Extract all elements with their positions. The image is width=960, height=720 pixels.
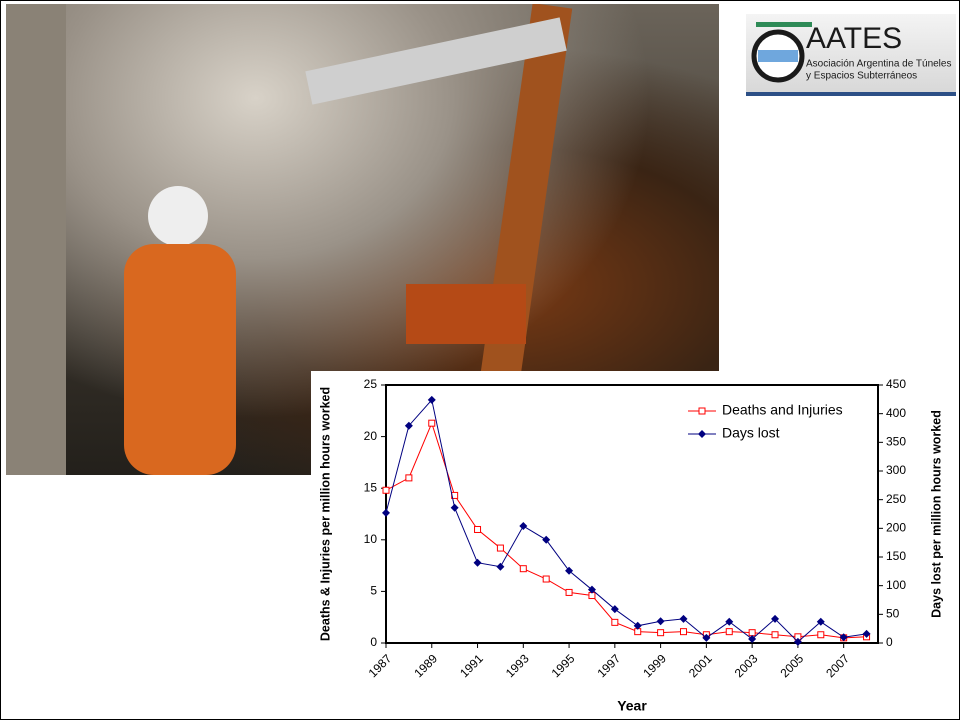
logo-subtitle: y Espacios Subterráneos <box>806 71 917 82</box>
y-axis-label: Deaths & Injuries per million hours work… <box>318 387 332 641</box>
y-tick-label: 15 <box>364 480 378 494</box>
tunnel-wall <box>6 4 66 475</box>
point <box>658 630 664 636</box>
point <box>475 526 481 532</box>
y-tick-label: 5 <box>370 584 377 598</box>
legend-marker <box>699 408 705 414</box>
helmet <box>148 186 208 246</box>
y2-tick-label: 150 <box>886 549 906 563</box>
y2-tick-label: 50 <box>886 607 900 621</box>
x-axis-label: Year <box>617 698 647 714</box>
slide: AATES Asociación Argentina de Túneles y … <box>0 0 960 720</box>
point <box>383 487 389 493</box>
legend-label: Deaths and Injuries <box>722 402 843 418</box>
y2-axis-label: Days lost per million hours worked <box>929 410 943 618</box>
y2-tick-label: 300 <box>886 463 906 477</box>
point <box>749 630 755 636</box>
y2-tick-label: 350 <box>886 435 906 449</box>
point <box>566 589 572 595</box>
y2-tick-label: 450 <box>886 377 906 391</box>
chart: 0510152025050100150200250300350400450198… <box>311 371 959 719</box>
point <box>680 629 686 635</box>
y2-tick-label: 250 <box>886 492 906 506</box>
logo-art: AATES Asociación Argentina de Túneles y … <box>746 14 956 92</box>
logo-name: AATES <box>806 22 902 55</box>
worker <box>124 244 236 475</box>
y-tick-label: 25 <box>364 377 378 391</box>
point <box>543 576 549 582</box>
y-tick-label: 20 <box>364 429 378 443</box>
point <box>406 475 412 481</box>
y-tick-label: 10 <box>364 532 378 546</box>
legend-label: Days lost <box>722 425 780 441</box>
logo: AATES Asociación Argentina de Túneles y … <box>746 14 956 96</box>
y2-tick-label: 0 <box>886 635 893 649</box>
y2-tick-label: 200 <box>886 521 906 535</box>
point <box>772 632 778 638</box>
logo-flag <box>758 50 798 62</box>
y-tick-label: 0 <box>370 635 377 649</box>
logo-subtitle: Asociación Argentina de Túneles <box>806 59 951 70</box>
point <box>726 629 732 635</box>
point <box>612 619 618 625</box>
point <box>429 420 435 426</box>
point <box>520 566 526 572</box>
point <box>818 632 824 638</box>
y2-tick-label: 400 <box>886 406 906 420</box>
point <box>497 545 503 551</box>
machine <box>406 284 526 344</box>
logo-bar <box>756 22 812 27</box>
y2-tick-label: 100 <box>886 578 906 592</box>
